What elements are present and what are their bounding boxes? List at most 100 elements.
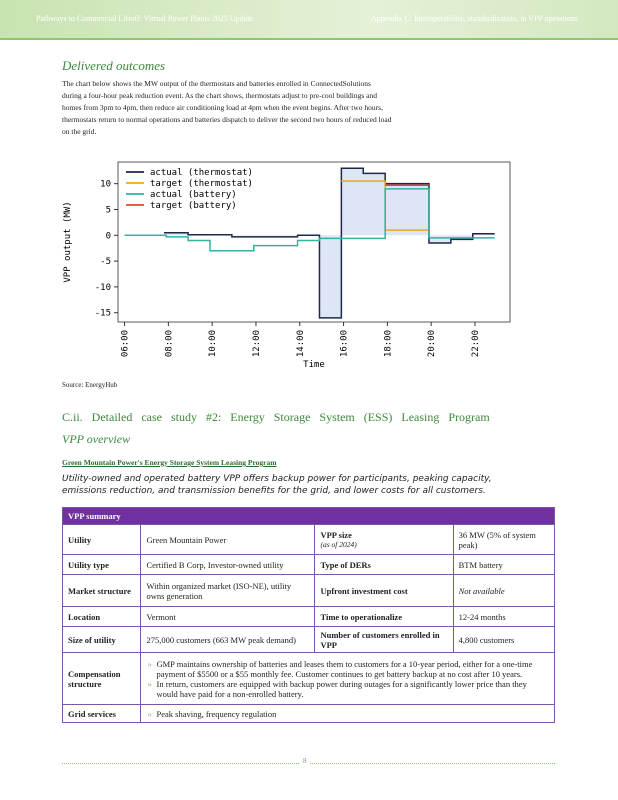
summary-table: VPP summary Utility Green Mountain Power VP… — [61, 507, 556, 723]
x-tick-label: 06:00 — [121, 330, 131, 357]
line — [124, 188, 495, 252]
table-cell: BTM battery — [452, 554, 556, 575]
cell-text: Location — [68, 611, 101, 622]
table-cell: Size of utility — [61, 626, 142, 653]
table-cell: Utility type — [61, 554, 142, 575]
cell-text: Vermont — [146, 611, 176, 622]
cell-text: Upfront investment cost — [320, 585, 408, 596]
table-header-row: VPP summary — [62, 507, 555, 525]
table-cell: Utility — [61, 524, 142, 555]
bullet-list: GMP maintains ownership of batteries and… — [146, 659, 549, 699]
table-title: VPP summary — [62, 507, 555, 525]
table-cell: Type of DERs — [314, 554, 454, 575]
table-cell: Upfront investment cost — [314, 574, 454, 607]
cell-text: 4,800 customers — [458, 634, 515, 645]
cell-text: Market structure — [68, 585, 131, 596]
legend-label: target (battery) — [150, 201, 237, 211]
table-cell: VPP size (as of 2024) — [314, 524, 454, 555]
table-cell: 36 MW (5% of system peak) — [452, 524, 556, 555]
cell-text: Grid services — [68, 708, 116, 719]
table-cell: Vermont — [140, 606, 316, 627]
table-cell: Not available — [452, 574, 556, 607]
cell-text: 12-24 months — [458, 611, 506, 622]
cell-text: Utility type — [68, 559, 109, 570]
x-tick-label: 22:00 — [471, 330, 481, 357]
table-row: Compensation structure GMP maintains owne… — [61, 652, 555, 705]
x-tick-label: 14:00 — [296, 330, 306, 357]
legend-label: actual (thermostat) — [150, 168, 253, 178]
y-axis-label: VPP output (MW) — [63, 201, 73, 282]
page-number: 8 — [300, 757, 310, 765]
x-axis-label: Time — [303, 360, 325, 370]
table-cell: Certified B Corp, Investor-owned utility — [140, 554, 316, 575]
cell-text: Not available — [458, 585, 505, 596]
summary: Utility-owned and operated battery VPP o… — [62, 474, 492, 496]
cell-text: 275,000 customers (663 MW peak demand) — [146, 634, 296, 645]
x-tick-label: 08:00 — [164, 330, 174, 357]
table-cell: Green Mountain Power — [140, 524, 316, 555]
legend-label: target (thermostat) — [150, 179, 253, 189]
cell-text: Green Mountain Power — [146, 534, 227, 545]
section-title: Delivered outcomes — [62, 58, 166, 73]
table-row: Utility Green Mountain Power VPP size (as o… — [61, 524, 556, 555]
bullet: Peak shaving, frequency regulation — [147, 709, 549, 719]
table-row: Utility type Certified B Corp, Investor-o… — [61, 554, 556, 575]
cell-text: Time to operationalize — [320, 611, 402, 622]
case-heading: C.ii. Detailed case study #2: Energy Sto… — [62, 410, 490, 424]
table-row: Location Vermont Time to operationalize 12-… — [61, 606, 556, 627]
cell-text: BTM battery — [458, 559, 503, 570]
paragraph: The chart below shows the MW output of t… — [62, 79, 392, 136]
line — [163, 167, 495, 319]
y-tick-label: -15 — [95, 309, 111, 319]
cell-text: Within organized market (ISO-NE), utilit… — [146, 580, 292, 601]
cell-text: Compensation structure — [68, 668, 121, 689]
cell-text: 36 MW (5% of system peak) — [458, 529, 536, 550]
table-cell: Grid services — [61, 704, 142, 723]
y-tick-label: 10 — [100, 180, 111, 190]
table-cell: 12-24 months — [452, 606, 556, 627]
cell-line: (as of 2024) — [320, 540, 357, 549]
y-tick-label: -10 — [95, 283, 111, 293]
cell-text: Size of utility — [68, 634, 116, 645]
table-row: Market structure Within organized market … — [61, 574, 556, 607]
x-tick-label: 20:00 — [427, 330, 437, 357]
x-tick-label: 10:00 — [208, 330, 218, 357]
y-tick-label: 0 — [106, 231, 111, 241]
header-right: Appendix C: Interoperability, standardiz… — [371, 14, 578, 23]
table-row: Grid services Peak shaving, frequency reg… — [61, 704, 555, 723]
table-row: Size of utility 275,000 customers (663 MW… — [61, 626, 556, 653]
bullet: GMP maintains ownership of batteries and… — [147, 659, 549, 679]
cell-text: Type of DERs — [320, 559, 371, 570]
table-cell: Peak shaving, frequency regulation — [140, 704, 555, 723]
plot-frame — [117, 161, 511, 323]
table-cell: GMP maintains ownership of batteries and… — [140, 652, 555, 705]
header: Pathways to Commercial Liftoff: Virtual … — [0, 0, 618, 40]
cell-text: Certified B Corp, Investor-owned utility — [146, 559, 284, 570]
table-cell: Market structure — [61, 574, 142, 607]
table-cell: 4,800 customers — [452, 626, 556, 653]
y-tick-label: 5 — [106, 205, 111, 215]
table-cell: Number of customers enrolled in VPP — [314, 626, 454, 653]
overview-title: VPP overview — [62, 432, 131, 446]
header-left: Pathways to Commercial Liftoff: Virtual … — [36, 14, 253, 23]
table-cell: 275,000 customers (663 MW peak demand) — [140, 626, 316, 653]
x-tick-label: 16:00 — [340, 330, 350, 357]
cell-text: Utility — [68, 534, 92, 545]
source: Source: EnergyHub — [62, 381, 118, 389]
cell-line: VPP size — [320, 530, 352, 540]
table-cell: Location — [61, 606, 142, 627]
cell-text: Number of customers enrolled in VPP — [320, 629, 440, 650]
bullet-list: Peak shaving, frequency regulation — [146, 709, 549, 719]
x-tick-label: 12:00 — [252, 330, 262, 357]
table-cell: Within organized market (ISO-NE), utilit… — [140, 574, 316, 607]
x-tick-label: 18:00 — [383, 330, 393, 357]
area — [163, 168, 495, 318]
table-cell: Time to operationalize — [314, 606, 454, 627]
link[interactable]: Green Mountain Power's Energy Storage Sy… — [62, 458, 277, 467]
bullet: In return, customers are equipped with b… — [147, 679, 549, 699]
chart: VPP output (MW) Time -15 -10 -5 0 5 10 06:00 08:0… — [63, 161, 511, 370]
y-tick-label: -5 — [100, 257, 111, 267]
table-cell: Compensation structure — [61, 652, 142, 705]
legend-label: actual (battery) — [150, 190, 237, 200]
